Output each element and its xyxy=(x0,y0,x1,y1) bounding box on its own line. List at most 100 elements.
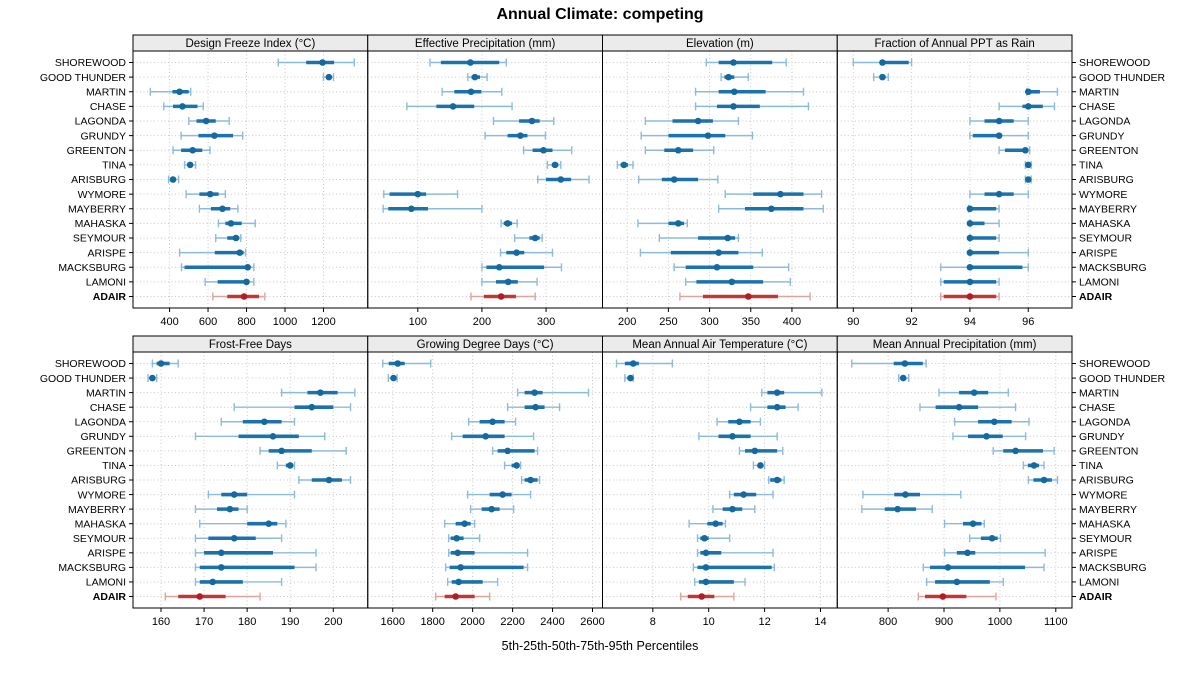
svg-text:350: 350 xyxy=(742,316,760,328)
svg-text:GRUNDY: GRUNDY xyxy=(1079,431,1125,443)
svg-text:CHASE: CHASE xyxy=(90,402,126,414)
svg-text:Effective Precipitation (mm): Effective Precipitation (mm) xyxy=(415,38,556,50)
svg-text:Growing Degree Days (°C): Growing Degree Days (°C) xyxy=(417,339,554,351)
svg-text:MAYBERRY: MAYBERRY xyxy=(1079,504,1137,516)
svg-text:800: 800 xyxy=(237,316,255,328)
svg-text:WYMORE: WYMORE xyxy=(78,189,126,201)
svg-text:160: 160 xyxy=(152,616,170,628)
svg-text:SEYMOUR: SEYMOUR xyxy=(1079,533,1133,545)
svg-text:MAYBERRY: MAYBERRY xyxy=(68,203,126,215)
svg-text:MAHASKA: MAHASKA xyxy=(1079,218,1130,230)
svg-text:CHASE: CHASE xyxy=(1079,402,1115,414)
svg-text:200: 200 xyxy=(618,316,636,328)
svg-text:MACKSBURG: MACKSBURG xyxy=(58,262,126,274)
percentiles-axis-caption: 5th-25th-50th-75th-95th Percentiles xyxy=(501,639,699,653)
svg-text:96: 96 xyxy=(1022,316,1034,328)
svg-text:90: 90 xyxy=(847,316,859,328)
svg-text:180: 180 xyxy=(238,616,256,628)
svg-text:TINA: TINA xyxy=(1079,460,1103,472)
svg-text:MAHASKA: MAHASKA xyxy=(75,218,126,230)
svg-text:900: 900 xyxy=(935,616,953,628)
svg-text:ARISPE: ARISPE xyxy=(87,548,126,560)
svg-text:GOOD THUNDER: GOOD THUNDER xyxy=(40,373,127,385)
svg-text:GREENTON: GREENTON xyxy=(1079,446,1138,458)
svg-text:GOOD THUNDER: GOOD THUNDER xyxy=(1079,373,1166,385)
svg-text:CHASE: CHASE xyxy=(1079,101,1115,113)
svg-text:1800: 1800 xyxy=(420,616,444,628)
svg-text:14: 14 xyxy=(814,616,826,628)
svg-text:200: 200 xyxy=(473,316,491,328)
svg-text:SHOREWOOD: SHOREWOOD xyxy=(1079,57,1151,69)
svg-text:ARISBURG: ARISBURG xyxy=(71,174,126,186)
svg-text:92: 92 xyxy=(905,316,917,328)
svg-text:MARTIN: MARTIN xyxy=(86,387,126,399)
svg-text:8: 8 xyxy=(650,616,656,628)
svg-text:LAGONDA: LAGONDA xyxy=(75,116,126,128)
svg-text:ARISBURG: ARISBURG xyxy=(71,475,126,487)
svg-text:GOOD THUNDER: GOOD THUNDER xyxy=(1079,72,1166,84)
svg-text:ADAIR: ADAIR xyxy=(93,591,127,603)
svg-text:GRUNDY: GRUNDY xyxy=(1079,130,1125,142)
svg-text:SEYMOUR: SEYMOUR xyxy=(73,533,127,545)
svg-text:MAYBERRY: MAYBERRY xyxy=(1079,203,1137,215)
svg-text:MAYBERRY: MAYBERRY xyxy=(68,504,126,516)
svg-text:LAGONDA: LAGONDA xyxy=(1079,116,1130,128)
svg-text:250: 250 xyxy=(659,316,677,328)
svg-text:Mean Annual Air Temperature (°: Mean Annual Air Temperature (°C) xyxy=(632,339,807,351)
svg-text:200: 200 xyxy=(324,616,342,628)
svg-text:SHOREWOOD: SHOREWOOD xyxy=(55,358,127,370)
svg-text:10: 10 xyxy=(703,616,715,628)
svg-text:2200: 2200 xyxy=(500,616,524,628)
svg-text:800: 800 xyxy=(879,616,897,628)
svg-text:WYMORE: WYMORE xyxy=(1079,189,1127,201)
svg-text:1100: 1100 xyxy=(1044,616,1068,628)
svg-text:100: 100 xyxy=(409,316,427,328)
svg-text:400: 400 xyxy=(783,316,801,328)
svg-text:170: 170 xyxy=(195,616,213,628)
svg-text:2400: 2400 xyxy=(540,616,564,628)
svg-text:GRUNDY: GRUNDY xyxy=(80,431,126,443)
svg-text:WYMORE: WYMORE xyxy=(1079,489,1127,501)
svg-text:ARISBURG: ARISBURG xyxy=(1079,475,1134,487)
svg-text:TINA: TINA xyxy=(102,160,126,172)
svg-text:MAHASKA: MAHASKA xyxy=(1079,518,1130,530)
svg-text:MARTIN: MARTIN xyxy=(86,86,126,98)
svg-text:SHOREWOOD: SHOREWOOD xyxy=(55,57,127,69)
svg-text:MARTIN: MARTIN xyxy=(1079,387,1119,399)
svg-text:LAMONI: LAMONI xyxy=(1079,277,1119,289)
svg-text:12: 12 xyxy=(758,616,770,628)
svg-text:Fraction of Annual PPT as Rain: Fraction of Annual PPT as Rain xyxy=(875,38,1035,50)
svg-text:LAMONI: LAMONI xyxy=(1079,577,1119,589)
svg-text:GREENTON: GREENTON xyxy=(67,145,126,157)
svg-text:ARISPE: ARISPE xyxy=(1079,247,1118,259)
svg-text:LAGONDA: LAGONDA xyxy=(1079,416,1130,428)
svg-text:SEYMOUR: SEYMOUR xyxy=(1079,233,1133,245)
svg-text:LAGONDA: LAGONDA xyxy=(75,416,126,428)
svg-text:ADAIR: ADAIR xyxy=(93,291,127,303)
svg-text:CHASE: CHASE xyxy=(90,101,126,113)
svg-text:GOOD THUNDER: GOOD THUNDER xyxy=(40,72,127,84)
svg-text:MACKSBURG: MACKSBURG xyxy=(58,562,126,574)
svg-text:Design Freeze Index (°C): Design Freeze Index (°C) xyxy=(185,38,315,50)
svg-text:GREENTON: GREENTON xyxy=(1079,145,1138,157)
svg-text:MACKSBURG: MACKSBURG xyxy=(1079,562,1147,574)
svg-text:2000: 2000 xyxy=(460,616,484,628)
svg-text:ARISPE: ARISPE xyxy=(87,247,126,259)
svg-text:MARTIN: MARTIN xyxy=(1079,86,1119,98)
svg-text:94: 94 xyxy=(964,316,976,328)
svg-text:TINA: TINA xyxy=(102,460,126,472)
svg-text:MAHASKA: MAHASKA xyxy=(75,518,126,530)
svg-text:300: 300 xyxy=(700,316,718,328)
svg-text:1200: 1200 xyxy=(311,316,335,328)
svg-text:LAMONI: LAMONI xyxy=(86,577,126,589)
svg-text:Elevation (m): Elevation (m) xyxy=(686,38,754,50)
svg-text:ARISPE: ARISPE xyxy=(1079,548,1118,560)
svg-text:ADAIR: ADAIR xyxy=(1079,291,1113,303)
chart-title: Annual Climate: competing xyxy=(496,6,704,23)
svg-text:GREENTON: GREENTON xyxy=(67,446,126,458)
svg-text:600: 600 xyxy=(199,316,217,328)
svg-text:400: 400 xyxy=(160,316,178,328)
svg-text:ARISBURG: ARISBURG xyxy=(1079,174,1134,186)
